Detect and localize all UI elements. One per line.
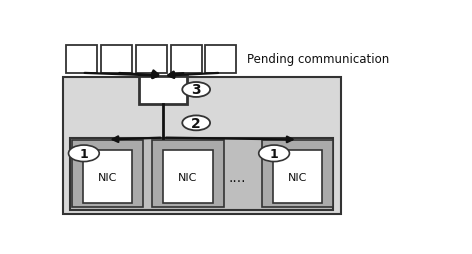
Bar	[66, 46, 97, 73]
Bar	[63, 77, 341, 214]
Text: ....: ....	[228, 170, 246, 184]
Circle shape	[259, 146, 289, 162]
Circle shape	[182, 116, 210, 131]
Bar	[140, 76, 187, 105]
Bar	[101, 46, 132, 73]
Circle shape	[182, 83, 210, 98]
Bar	[72, 140, 143, 208]
Text: Pending communication: Pending communication	[247, 52, 390, 65]
Bar	[70, 138, 333, 210]
Bar	[152, 140, 224, 208]
Bar	[170, 46, 202, 73]
Bar	[163, 151, 212, 203]
Bar	[205, 46, 236, 73]
Text: 3: 3	[191, 83, 201, 97]
Text: 1: 1	[270, 147, 278, 160]
Text: NIC: NIC	[98, 172, 118, 182]
Bar	[83, 151, 132, 203]
Bar	[136, 46, 167, 73]
Text: 1: 1	[79, 147, 88, 160]
Text: 2: 2	[191, 116, 201, 130]
Bar	[262, 140, 333, 208]
Text: NIC: NIC	[288, 172, 308, 182]
Bar	[273, 151, 322, 203]
Circle shape	[68, 146, 99, 162]
Text: NIC: NIC	[178, 172, 197, 182]
